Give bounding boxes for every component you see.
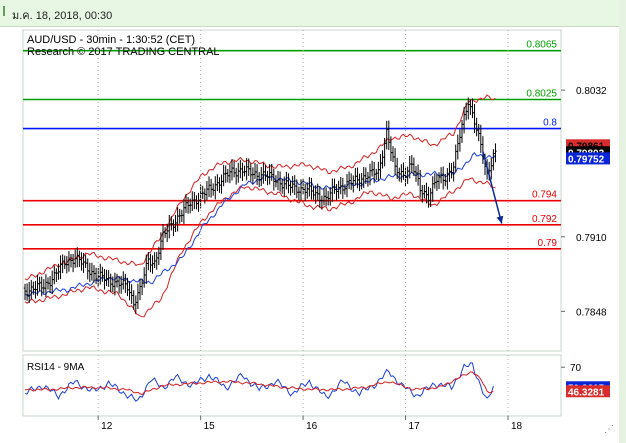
level-label: 0.79 bbox=[538, 238, 558, 249]
window-title: ม.ค. 18, 2018, 00:30 bbox=[12, 10, 113, 22]
rsi-panel: 7050.261546.3281 bbox=[24, 362, 610, 402]
forecast-arrow bbox=[482, 151, 503, 224]
price-panel-frame bbox=[22, 29, 562, 352]
price-panel: 0.8065 0.8025 0.8 0.794 0.792 0.79 0.8032 0.791… bbox=[23, 40, 610, 318]
rsi-tag-bg bbox=[566, 385, 610, 398]
rsi-panel-frame bbox=[22, 354, 562, 417]
rsi-title: RSI14 - 9MA bbox=[27, 362, 85, 373]
x-tick-label: 17 bbox=[409, 421, 421, 432]
vertical-scrollbar[interactable] bbox=[619, 0, 626, 443]
resize-grip-icon[interactable]: ⋰ bbox=[604, 424, 614, 435]
price-tag-bg bbox=[566, 152, 610, 165]
forecast-arrow-head-icon bbox=[496, 215, 504, 224]
rsi-tick-label: 70 bbox=[570, 363, 582, 374]
chart-title: AUD/USD - 30min - 1:30:52 (CET) bbox=[27, 34, 195, 46]
rsi-ma-line bbox=[24, 371, 494, 396]
x-tick-label: 15 bbox=[204, 421, 216, 432]
rsi-tag-label: 46.3281 bbox=[568, 387, 605, 398]
title-marker bbox=[3, 6, 5, 16]
price-tag-label: 0.79752 bbox=[568, 154, 605, 165]
y-tick-label: 0.7848 bbox=[576, 307, 607, 318]
bollinger-band-line bbox=[24, 177, 496, 318]
x-tick-label: 12 bbox=[101, 421, 113, 432]
x-tick-label: 16 bbox=[306, 421, 318, 432]
y-tick-label: 0.7910 bbox=[576, 233, 607, 244]
level-label: 0.8065 bbox=[526, 40, 557, 51]
x-axis: 12 15 16 17 18 bbox=[97, 30, 523, 432]
level-label: 0.8025 bbox=[526, 88, 557, 99]
price-bars bbox=[23, 97, 497, 314]
level-label: 0.8 bbox=[543, 118, 557, 129]
x-tick-label: 18 bbox=[511, 421, 523, 432]
y-tick-label: 0.8032 bbox=[576, 86, 607, 97]
level-label: 0.794 bbox=[532, 190, 557, 201]
level-label: 0.792 bbox=[532, 214, 557, 225]
bollinger-band-line bbox=[24, 94, 496, 281]
title-bar: ม.ค. 18, 2018, 00:30 bbox=[0, 0, 626, 27]
chart-subtitle: Research © 2017 TRADING CENTRAL bbox=[27, 46, 220, 58]
